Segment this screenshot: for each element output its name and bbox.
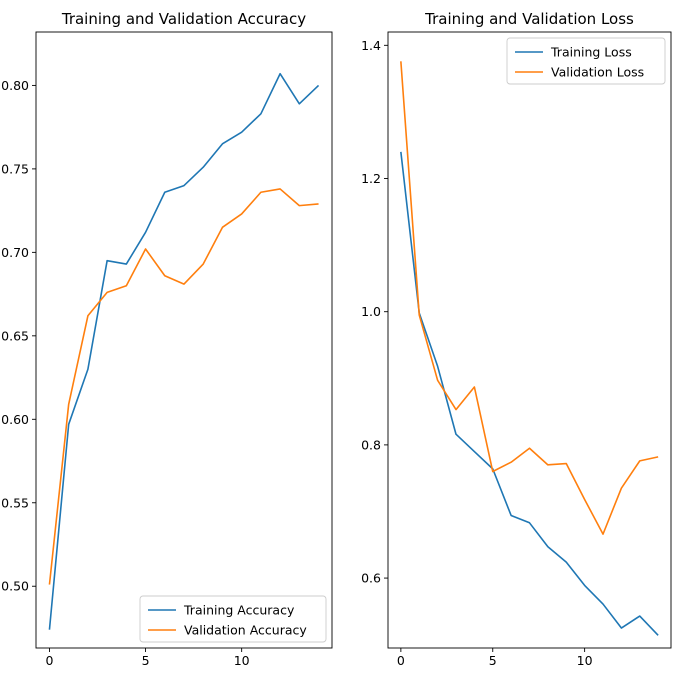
- legend-label: Training Accuracy: [183, 603, 295, 618]
- legend-label: Validation Accuracy: [184, 623, 307, 638]
- y-tick-label: 1.0: [361, 304, 381, 319]
- legend: Training Loss Validation Loss: [506, 37, 666, 85]
- y-tick-label: 0.80: [1, 78, 29, 93]
- chart-title: Training and Validation Loss: [424, 10, 634, 28]
- y-tick-label: 0.65: [1, 328, 29, 343]
- x-tick-label: 5: [489, 653, 497, 668]
- chart-panel-2: Training and Validation Loss 0 5 10 0.6 0.8 1.…: [361, 10, 672, 668]
- x-tick-label: 0: [45, 653, 53, 668]
- series-line-validation-accuracy: [48, 188, 319, 585]
- plot-frame: [35, 31, 333, 649]
- y-tick-label: 0.8: [361, 437, 381, 452]
- y-tick-label: 0.55: [1, 495, 29, 510]
- y-tick-label: 1.2: [361, 171, 381, 186]
- x-tick-label: 5: [142, 653, 150, 668]
- x-tick-label: 10: [577, 653, 593, 668]
- series-line-training-accuracy: [48, 72, 320, 630]
- legend: Training Accuracy Validation Accuracy: [139, 595, 327, 643]
- series-line-training-loss: [400, 151, 659, 636]
- y-tick-label: 0.75: [1, 161, 29, 176]
- legend-box: [506, 37, 666, 85]
- y-tick-label: 0.50: [1, 579, 29, 594]
- chart-panel-1: Training and Validation Accuracy 0 5 10 0.50…: [1, 10, 333, 668]
- x-tick-label: 0: [397, 653, 405, 668]
- chart-title: Training and Validation Accuracy: [61, 10, 306, 28]
- y-tick-label: 0.70: [1, 245, 29, 260]
- y-tick-label: 1.4: [361, 38, 381, 53]
- legend-label: Validation Loss: [551, 65, 644, 80]
- series-line-validation-loss: [400, 61, 659, 535]
- plot-frame: [387, 31, 672, 649]
- legend-label: Training Loss: [550, 45, 632, 60]
- y-tick-label: 0.6: [361, 571, 381, 586]
- legend-box: [139, 595, 327, 643]
- x-tick-label: 10: [234, 653, 250, 668]
- y-tick-label: 0.60: [1, 412, 29, 427]
